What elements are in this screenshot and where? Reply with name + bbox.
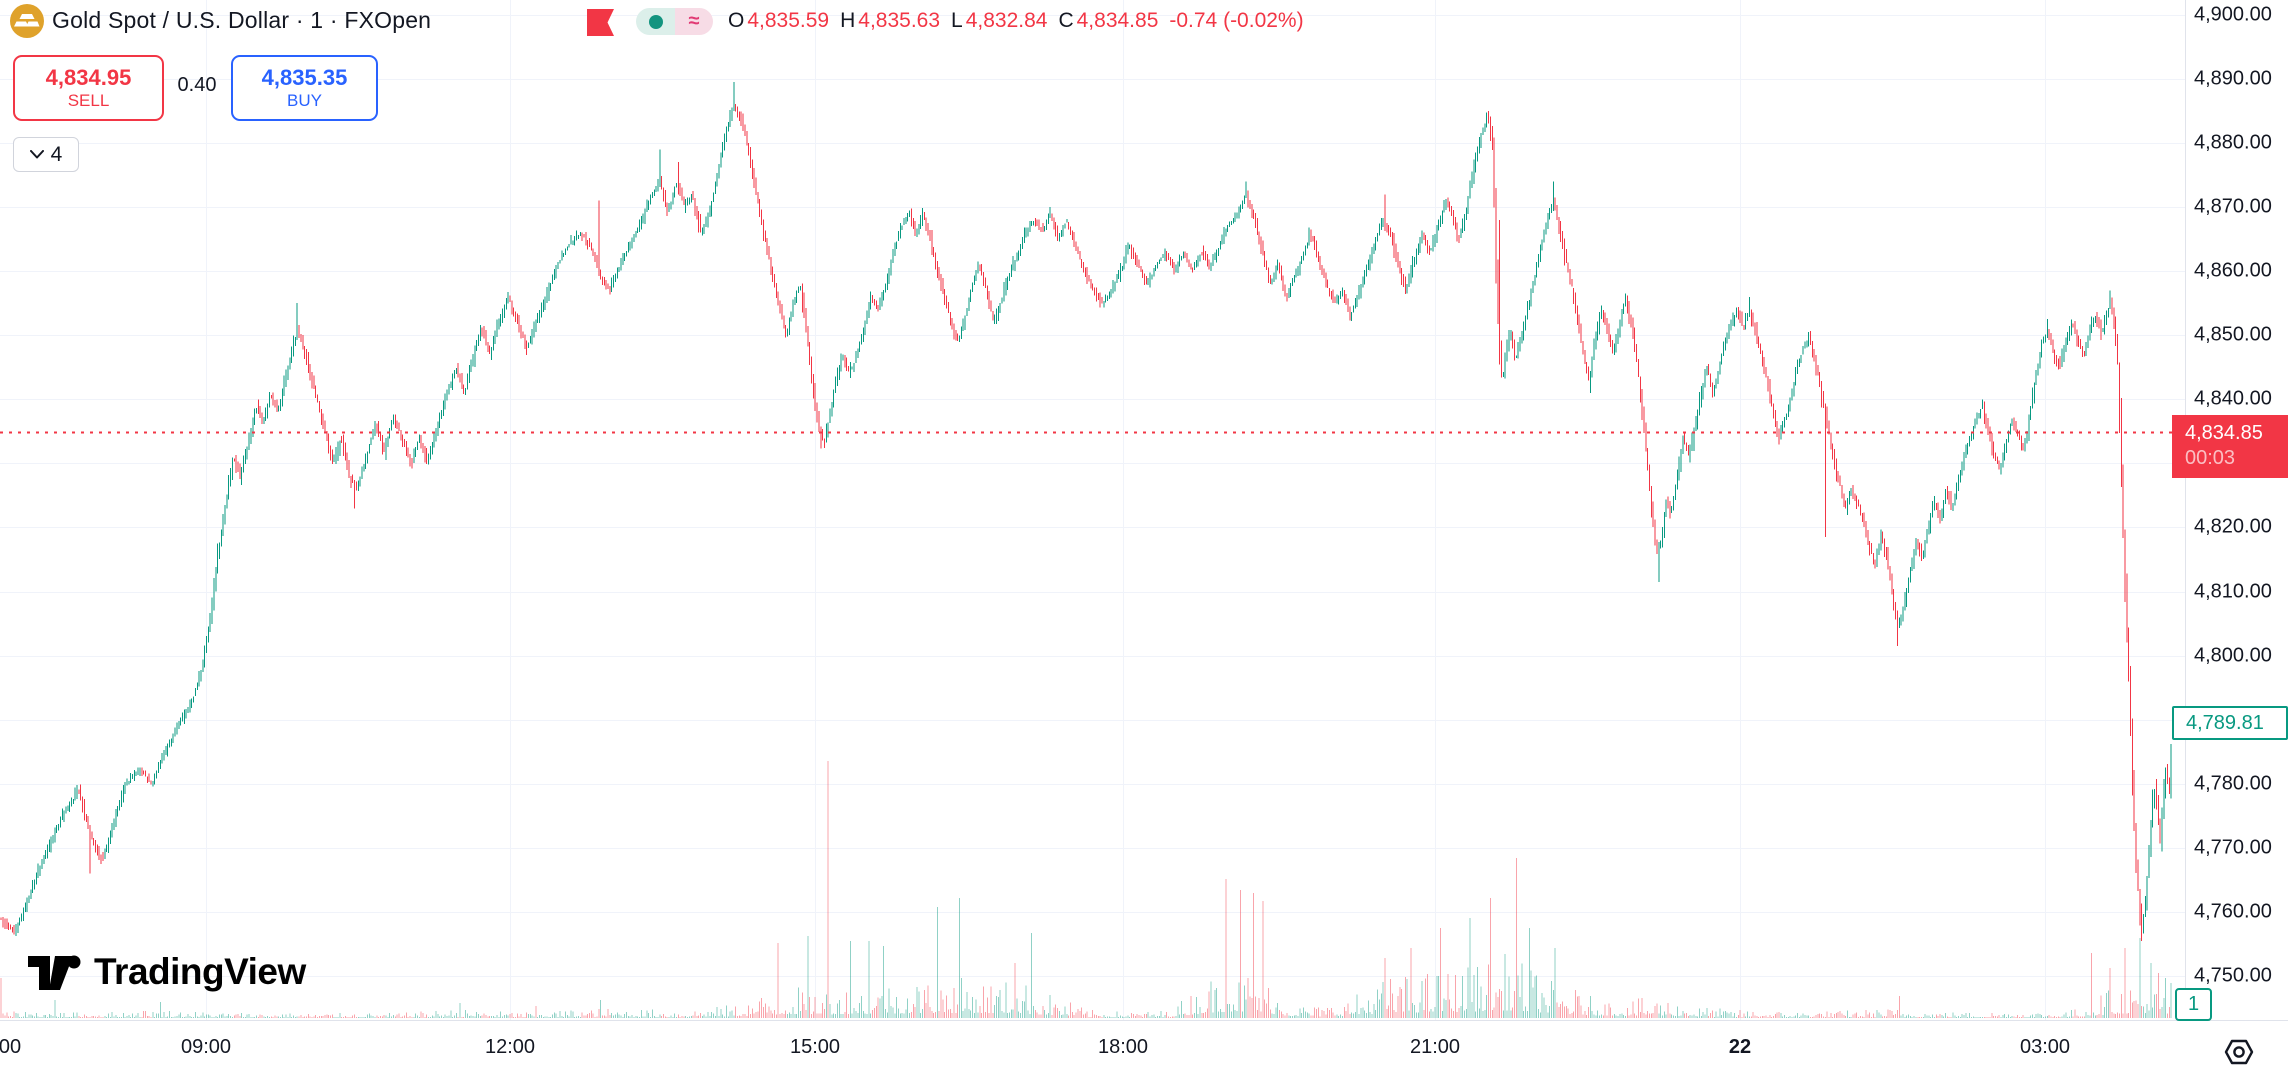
- price-axis-label: 4,900.00: [2194, 3, 2272, 26]
- low-value: 4,832.84: [965, 9, 1048, 32]
- buy-price: 4,835.35: [261, 65, 348, 90]
- price-axis-label: 4,860.00: [2194, 259, 2272, 282]
- gold-symbol-icon: [10, 4, 44, 38]
- time-axis-label: 00: [0, 1036, 22, 1058]
- bar-countdown: 00:03: [2185, 447, 2236, 469]
- high-value: 4,835.63: [858, 9, 941, 32]
- time-axis-label: 03:00: [2019, 1036, 2071, 1058]
- price-axis-label: 4,760.00: [2194, 900, 2272, 923]
- buy-button[interactable]: 4,835.35 BUY: [231, 55, 378, 121]
- price-axis-label: 4,880.00: [2194, 131, 2272, 154]
- time-axis-label: 12:00: [484, 1036, 536, 1058]
- close-value: 4,834.85: [1076, 9, 1159, 32]
- price-axis-label: 4,840.00: [2194, 387, 2272, 410]
- last-price-label: 4,834.85 00:03: [2172, 415, 2288, 478]
- price-axis-label: 4,770.00: [2194, 836, 2272, 859]
- time-axis-label: 15:00: [789, 1036, 841, 1058]
- indicator-toggle-pill[interactable]: ≈: [636, 8, 713, 35]
- change-value: -0.74 (-0.02%): [1169, 9, 1304, 32]
- price-axis-label: 4,890.00: [2194, 67, 2272, 90]
- bar-counter-value: 4: [50, 142, 63, 166]
- time-axis-label: 18:00: [1097, 1036, 1149, 1058]
- symbol-title[interactable]: Gold Spot / U.S. Dollar · 1 · FXOpen: [52, 7, 432, 33]
- open-label: O: [728, 9, 745, 32]
- tradingview-logo-icon: [28, 955, 81, 990]
- sell-button[interactable]: 4,834.95 SELL: [13, 55, 164, 121]
- tradingview-logo[interactable]: TradingView: [28, 950, 306, 994]
- time-axis-label: 22: [1728, 1036, 1752, 1058]
- price-axis-label: 4,780.00: [2194, 772, 2272, 795]
- sell-label: SELL: [67, 91, 110, 110]
- price-axis-label: 4,820.00: [2194, 515, 2272, 538]
- time-axis-border[interactable]: [0, 1020, 2288, 1021]
- price-axis-label: 4,750.00: [2194, 964, 2272, 987]
- close-label: C: [1058, 9, 1074, 32]
- low-label: L: [951, 9, 963, 32]
- sell-price: 4,834.95: [45, 65, 132, 90]
- price-axis-label: 4,800.00: [2194, 644, 2272, 667]
- bar-counter-button[interactable]: 4: [13, 137, 79, 172]
- indicator-dot-toggle[interactable]: [636, 8, 675, 35]
- approx-icon[interactable]: ≈: [675, 8, 713, 35]
- price-axis-label: 4,870.00: [2194, 195, 2272, 218]
- tradingview-logo-text: TradingView: [94, 951, 306, 992]
- price-axis-border[interactable]: [2185, 0, 2186, 1020]
- price-axis-label: 4,850.00: [2194, 323, 2272, 346]
- open-value: 4,835.59: [747, 9, 830, 32]
- ohlc-readout: O 4,835.59 H 4,835.63 L 4,832.84 C 4,834.85 -0.7…: [728, 9, 1304, 33]
- time-axis-label: 21:00: [1409, 1036, 1461, 1058]
- last-price-value: 4,834.85: [2185, 422, 2263, 444]
- dot-icon: [648, 14, 663, 29]
- gear-icon[interactable]: [2224, 1037, 2254, 1067]
- chevron-down-icon: [29, 150, 44, 159]
- price-axis-label: 4,810.00: [2194, 580, 2272, 603]
- secondary-price-label: 4,789.81: [2172, 706, 2288, 740]
- volume-scale-badge: 1: [2175, 988, 2212, 1021]
- time-axis-label: 09:00: [180, 1036, 232, 1058]
- high-label: H: [840, 9, 856, 32]
- buy-label: BUY: [287, 91, 322, 110]
- spread-value: 0.40: [177, 74, 217, 96]
